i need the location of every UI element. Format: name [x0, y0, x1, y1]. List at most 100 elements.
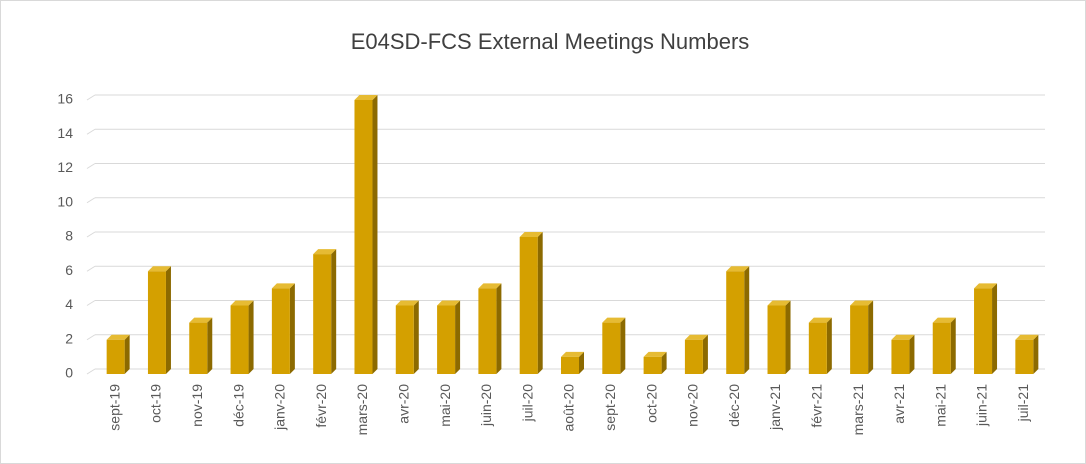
grid-line-left	[86, 231, 96, 238]
x-tick-label: juil-21	[1015, 384, 1031, 423]
grid-line-left	[86, 300, 96, 306]
bar-side	[950, 317, 956, 374]
bar-side	[331, 249, 337, 374]
y-tick-label: 8	[65, 228, 73, 244]
bar	[891, 339, 910, 374]
bar	[932, 322, 951, 374]
bar	[354, 100, 373, 374]
bar-side	[289, 283, 295, 374]
x-tick-label: juin-20	[478, 384, 494, 427]
bar	[271, 288, 290, 374]
bar	[189, 322, 208, 374]
bar	[850, 305, 869, 374]
x-tick-label: mai-21	[932, 384, 948, 427]
bar-side	[1033, 334, 1039, 374]
bar-side	[372, 95, 378, 374]
bar-side	[537, 232, 543, 374]
bar-top	[271, 283, 295, 289]
bar-top	[850, 300, 874, 306]
x-tick-label: févr-20	[313, 384, 329, 428]
bar-top	[974, 283, 998, 289]
x-tick-label: nov-20	[685, 384, 701, 427]
chart-title: E04SD-FCS External Meetings Numbers	[351, 29, 750, 54]
bar	[602, 322, 621, 374]
bar	[1015, 339, 1034, 374]
bar-top	[1015, 334, 1039, 340]
y-tick-label: 10	[57, 193, 73, 209]
x-tick-label: juil-20	[519, 384, 535, 423]
grid-line-left	[86, 334, 96, 341]
bar-top	[230, 300, 254, 306]
bar-side	[207, 317, 213, 374]
bar-side	[165, 266, 171, 374]
x-tick-label: oct-19	[148, 384, 164, 423]
bar-top	[147, 266, 171, 272]
y-tick-label: 12	[57, 159, 73, 175]
bar	[147, 271, 166, 374]
bar	[561, 356, 579, 374]
bar	[106, 339, 125, 374]
x-tick-label: janv-21	[767, 384, 783, 431]
x-tick-label: janv-20	[272, 384, 288, 431]
x-tick-label: févr-21	[809, 384, 825, 428]
bar-side	[909, 334, 915, 374]
grid-line-left	[86, 265, 96, 272]
y-tick-label: 2	[65, 330, 73, 346]
bar-side	[992, 283, 998, 374]
x-tick-label: avr-20	[395, 384, 411, 424]
x-tick-label: déc-20	[726, 384, 742, 427]
bar-side	[620, 317, 626, 374]
grid-line-left	[86, 94, 96, 101]
bar-top	[354, 95, 378, 100]
x-tick-label: juin-21	[974, 384, 990, 427]
bar-top	[602, 317, 626, 323]
bar	[808, 322, 827, 374]
bar-top	[106, 334, 130, 340]
grid-line-left	[86, 368, 96, 375]
bar-side	[455, 300, 461, 374]
x-tick-label: sept-19	[106, 384, 122, 431]
bar-top	[519, 232, 543, 237]
bar-top	[684, 334, 708, 340]
bar	[643, 356, 662, 374]
bar-top	[726, 266, 750, 272]
bar-side	[124, 334, 130, 374]
x-tick-label: mars-21	[850, 384, 866, 436]
bar-side	[785, 300, 791, 374]
bar	[726, 271, 745, 374]
grid-line-left	[86, 163, 96, 169]
bar-top	[437, 300, 461, 306]
bar-top	[643, 351, 667, 357]
y-tick-label: 4	[65, 296, 73, 312]
bar-top	[891, 334, 915, 340]
bar-top	[561, 351, 584, 357]
x-tick-label: oct-20	[643, 384, 659, 423]
bar	[519, 237, 538, 374]
bar	[230, 305, 249, 374]
grid-line-left	[86, 197, 96, 204]
x-tick-label: avr-21	[891, 384, 907, 424]
bar-top	[808, 317, 832, 323]
bar-side	[661, 351, 667, 374]
x-tick-label: août-20	[561, 384, 577, 432]
bar-side	[826, 317, 832, 374]
x-tick-label: nov-19	[189, 384, 205, 427]
y-tick-label: 14	[57, 125, 73, 141]
bar	[767, 305, 786, 374]
bar-side	[579, 351, 584, 374]
x-tick-label: sept-20	[602, 384, 618, 431]
bar-top	[932, 317, 956, 323]
x-tick-label: mai-20	[437, 384, 453, 427]
y-tick-label: 16	[57, 91, 73, 107]
bar-side	[702, 334, 708, 374]
bar-side	[496, 283, 502, 374]
bar-top	[767, 300, 791, 306]
y-tick-label: 6	[65, 262, 73, 278]
x-tick-label: déc-19	[230, 384, 246, 427]
bar-side	[868, 300, 874, 374]
bar-top	[395, 300, 419, 306]
bar-side	[744, 266, 750, 374]
grid-line-left	[86, 128, 96, 135]
bar	[478, 288, 497, 374]
